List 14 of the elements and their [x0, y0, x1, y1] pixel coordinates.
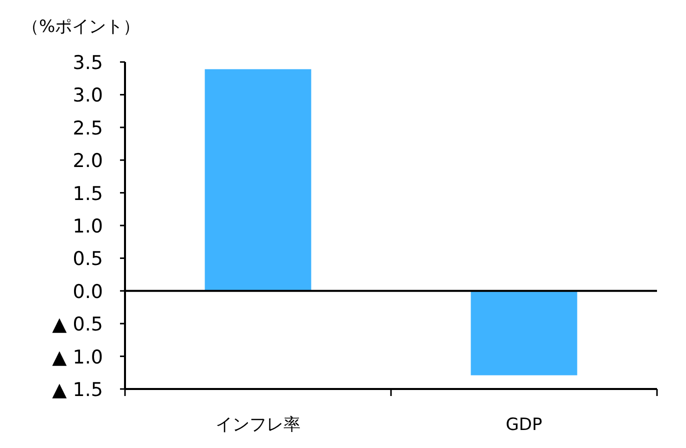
- y-tick-label: ▲ 0.5: [52, 314, 103, 336]
- y-tick-label: ▲ 1.5: [52, 379, 103, 401]
- y-tick-label: ▲ 1.0: [52, 346, 103, 368]
- y-tick-label: 0.0: [72, 280, 103, 303]
- x-tick-label: インフレ率: [216, 415, 300, 435]
- y-tick-label: 1.0: [72, 216, 103, 238]
- y-tick-label: 3.0: [72, 84, 103, 107]
- y-tick-label: 2.5: [72, 117, 103, 140]
- y-axis-title: （%ポイント）: [22, 17, 140, 37]
- y-tick-label: 3.5: [72, 52, 103, 74]
- y-tick-label: 0.5: [72, 248, 103, 270]
- y-tick-label: 1.5: [72, 182, 103, 205]
- y-tick-label: 2.0: [72, 150, 103, 172]
- x-tick-label: GDP: [506, 415, 542, 435]
